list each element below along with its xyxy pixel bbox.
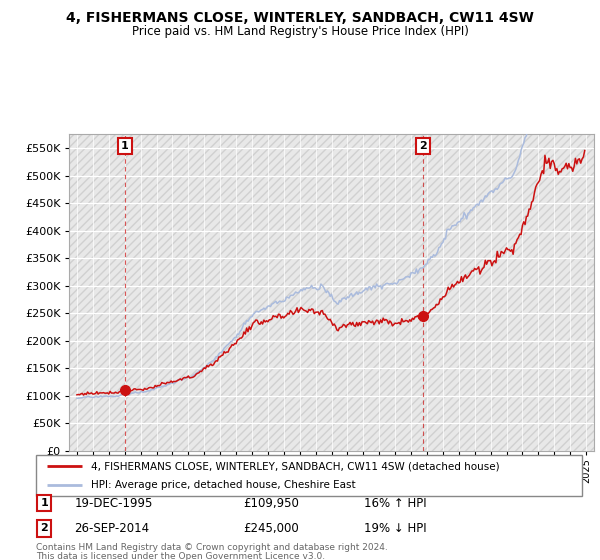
FancyBboxPatch shape bbox=[36, 455, 582, 496]
Text: £109,950: £109,950 bbox=[244, 497, 299, 510]
Text: 19-DEC-1995: 19-DEC-1995 bbox=[74, 497, 152, 510]
Text: 2: 2 bbox=[40, 523, 48, 533]
Text: 1: 1 bbox=[40, 498, 48, 508]
Text: This data is licensed under the Open Government Licence v3.0.: This data is licensed under the Open Gov… bbox=[36, 552, 325, 560]
Text: 16% ↑ HPI: 16% ↑ HPI bbox=[364, 497, 426, 510]
Text: 1: 1 bbox=[121, 141, 128, 151]
Text: £245,000: £245,000 bbox=[244, 522, 299, 535]
Text: 19% ↓ HPI: 19% ↓ HPI bbox=[364, 522, 426, 535]
Text: 2: 2 bbox=[419, 141, 427, 151]
Text: 4, FISHERMANS CLOSE, WINTERLEY, SANDBACH, CW11 4SW: 4, FISHERMANS CLOSE, WINTERLEY, SANDBACH… bbox=[66, 11, 534, 25]
Text: Contains HM Land Registry data © Crown copyright and database right 2024.: Contains HM Land Registry data © Crown c… bbox=[36, 543, 388, 552]
Text: Price paid vs. HM Land Registry's House Price Index (HPI): Price paid vs. HM Land Registry's House … bbox=[131, 25, 469, 38]
Text: 4, FISHERMANS CLOSE, WINTERLEY, SANDBACH, CW11 4SW (detached house): 4, FISHERMANS CLOSE, WINTERLEY, SANDBACH… bbox=[91, 461, 499, 471]
Text: HPI: Average price, detached house, Cheshire East: HPI: Average price, detached house, Ches… bbox=[91, 480, 355, 489]
Text: 26-SEP-2014: 26-SEP-2014 bbox=[74, 522, 149, 535]
